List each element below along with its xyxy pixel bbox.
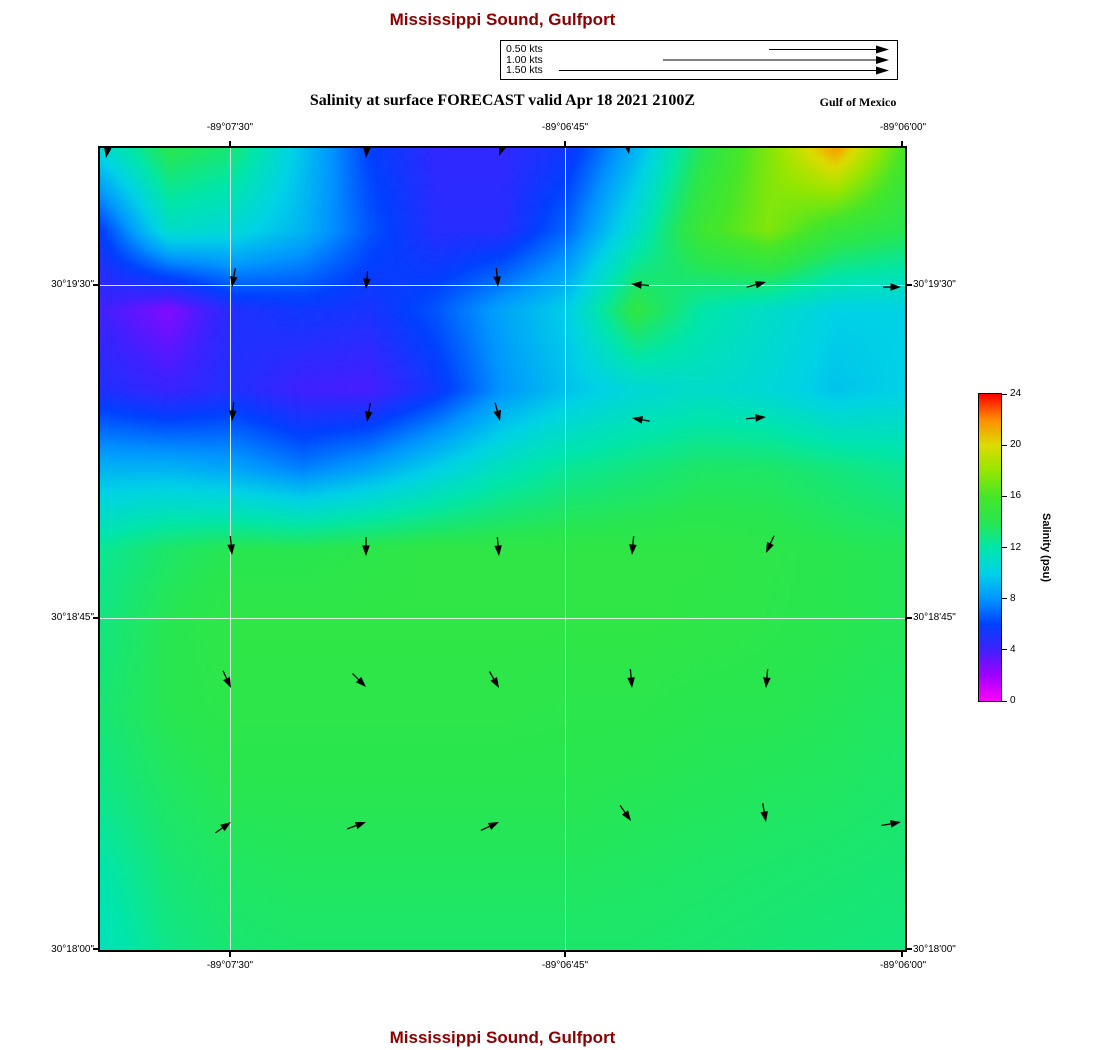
colorbar-tick-label: 12 [1010, 541, 1022, 553]
colorbar-tick [1002, 547, 1007, 548]
lon-label-top-1: -89°06'45" [541, 122, 589, 133]
region-label: Gulf of Mexico [819, 95, 897, 109]
axis-tick [229, 141, 231, 146]
axis-tick [907, 617, 912, 619]
colorbar-tick [1002, 598, 1007, 600]
map-gridline-horizontal [100, 618, 905, 619]
footer-title: Mississippi Sound, Gulfport [389, 1028, 616, 1047]
colorbar-gradient [978, 393, 1002, 702]
legend-label-050kts: 0.50 kts [506, 43, 543, 55]
map-gridline-vertical [565, 148, 566, 950]
axis-tick [93, 617, 98, 619]
colorbar-ticks: 24 20 16 12 8 4 0 [978, 388, 1078, 706]
lat-label-left-2: 30°18'00" [51, 944, 94, 955]
page-title: Mississippi Sound, Gulfport [389, 10, 616, 29]
lat-label-left-0: 30°19'30" [51, 279, 94, 290]
colorbar-tick-label: 24 [1010, 388, 1022, 399]
axis-tick [564, 952, 566, 957]
lat-label-left-1: 30°18'45" [51, 612, 94, 623]
vector-scale-legend: 0.50 kts 1.00 kts 1.50 kts [500, 40, 898, 80]
axis-tick [564, 141, 566, 146]
map-gridline-horizontal [100, 285, 905, 286]
lat-label-right-2: 30°18'00" [913, 944, 956, 955]
map-area [98, 146, 907, 952]
axis-tick [229, 952, 231, 957]
current-vectors-svg [104, 148, 901, 834]
forecast-subtitle: Salinity at surface FORECAST valid Apr 1… [309, 92, 696, 109]
colorbar-tick [1002, 700, 1007, 702]
lon-label-bottom-0: -89°07'30" [206, 960, 254, 971]
lat-label-right-1: 30°18'45" [913, 612, 956, 623]
colorbar: 24 20 16 12 8 4 0 Salinity (psu) [978, 388, 1078, 706]
axis-tick [901, 141, 903, 146]
colorbar-tick [1002, 495, 1007, 497]
axis-tick [93, 948, 98, 950]
colorbar-tick-label: 4 [1010, 643, 1016, 655]
lon-label-bottom-2: -89°06'00" [879, 960, 927, 971]
colorbar-tick-label: 8 [1010, 592, 1016, 604]
axis-tick [907, 284, 912, 286]
colorbar-tick-label: 20 [1010, 439, 1022, 451]
colorbar-label: Salinity (psu) [1040, 512, 1052, 583]
colorbar-tick [1002, 393, 1007, 395]
colorbar-tick-label: 0 [1010, 695, 1016, 706]
lon-label-top-0: -89°07'30" [206, 122, 254, 133]
axis-tick [93, 284, 98, 286]
colorbar-tick-label: 16 [1010, 490, 1022, 502]
legend-label-100kts: 1.00 kts [506, 53, 543, 66]
legend-label-150kts: 1.50 kts [506, 64, 543, 76]
axis-tick [901, 952, 903, 957]
colorbar-tick [1002, 444, 1007, 446]
lon-label-top-2: -89°06'00" [879, 122, 927, 133]
lat-label-right-0: 30°19'30" [913, 279, 956, 290]
colorbar-tick [1002, 649, 1007, 651]
lon-label-bottom-1: -89°06'45" [541, 960, 589, 971]
axis-tick [907, 948, 912, 950]
legend-arrows-svg [559, 45, 889, 75]
